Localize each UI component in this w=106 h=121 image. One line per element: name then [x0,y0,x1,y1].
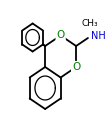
Text: O: O [72,62,80,72]
Text: O: O [56,30,65,41]
Text: CH₃: CH₃ [81,19,98,27]
Polygon shape [43,44,45,46]
Text: NH: NH [91,31,106,41]
